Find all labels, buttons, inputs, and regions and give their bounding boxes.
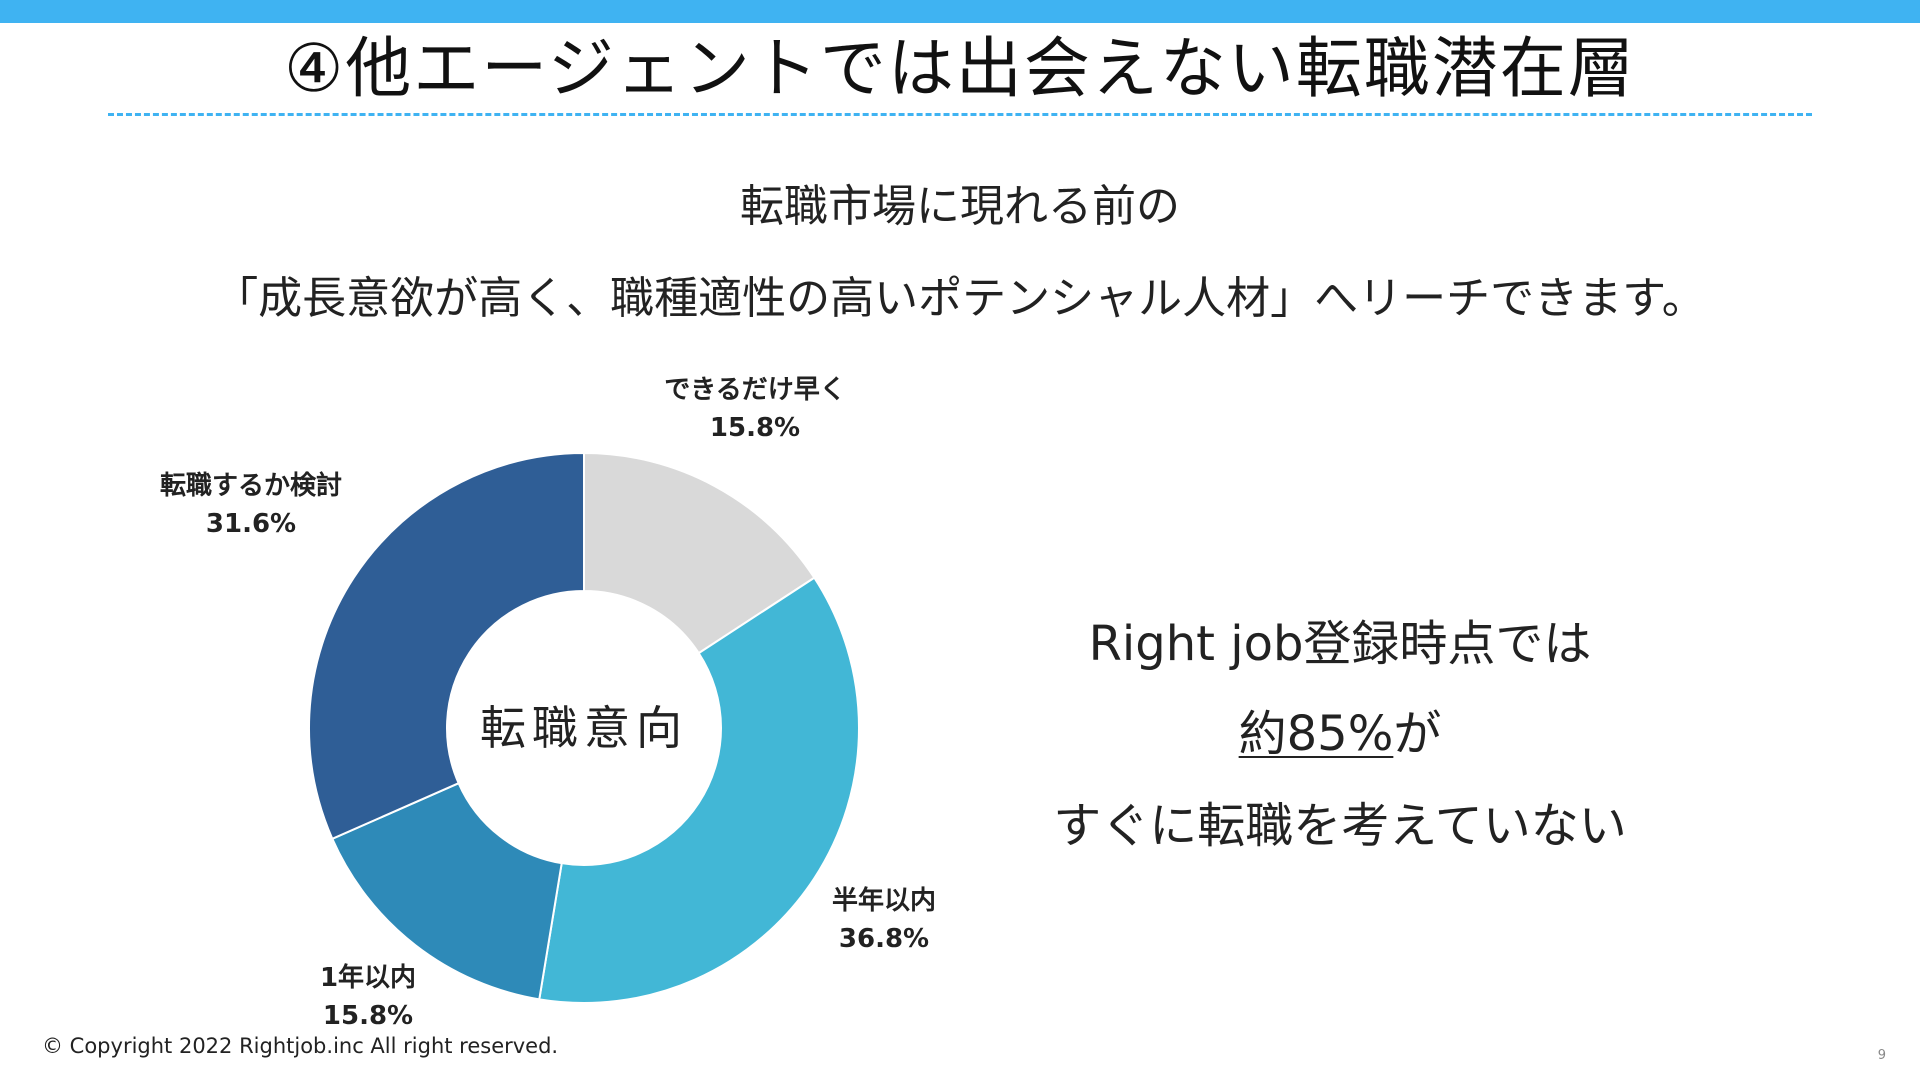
title-divider: [108, 113, 1812, 116]
slice-label-3: 1年以内: [320, 962, 416, 993]
donut-slice-2: [538, 576, 860, 1004]
page-number: 9: [1877, 1048, 1886, 1063]
slice-value-2: 36.8%: [839, 924, 929, 954]
callout-line-2-rest: が: [1393, 706, 1442, 762]
slice-value-1: 15.8%: [710, 413, 800, 443]
subtitle-line-1: 転職市場に現れる前の: [740, 181, 1180, 232]
callout-highlight: 約85%: [1238, 706, 1394, 762]
callout-line-3: すぐに転職を考えていない: [1053, 798, 1627, 854]
top-accent-bar: [0, 0, 1920, 23]
slice-label-4: 転職するか検討: [160, 470, 342, 501]
donut-slice-4: [308, 451, 585, 841]
donut-center-label: 転職意向: [480, 701, 688, 755]
copyright-notice: © Copyright 2022 Rightjob.inc All right …: [42, 1034, 559, 1058]
slice-label-1: できるだけ早く: [664, 375, 845, 405]
page-title: ④他エージェントでは出会えない転職潜在層: [284, 30, 1636, 107]
slice-value-3: 15.8%: [323, 1001, 413, 1031]
slice-label-2: 半年以内: [832, 885, 936, 916]
donut-slice-3: [330, 781, 563, 1001]
donut-chart: できるだけ早く 15.8% 半年以内 36.8% 1年以内 15.8% 転職するか検討 31.…: [160, 375, 936, 1031]
subtitle-line-2: 「成長意欲が高く、職種適性の高いポテンシャル人材」へリーチできます。: [214, 273, 1706, 324]
callout-line-2: 約85%が: [980, 694, 1700, 764]
slice-value-4: 31.6%: [206, 509, 296, 539]
donut-slice-1: [583, 451, 816, 655]
callout-line-1: Right job登録時点では: [1088, 616, 1592, 672]
